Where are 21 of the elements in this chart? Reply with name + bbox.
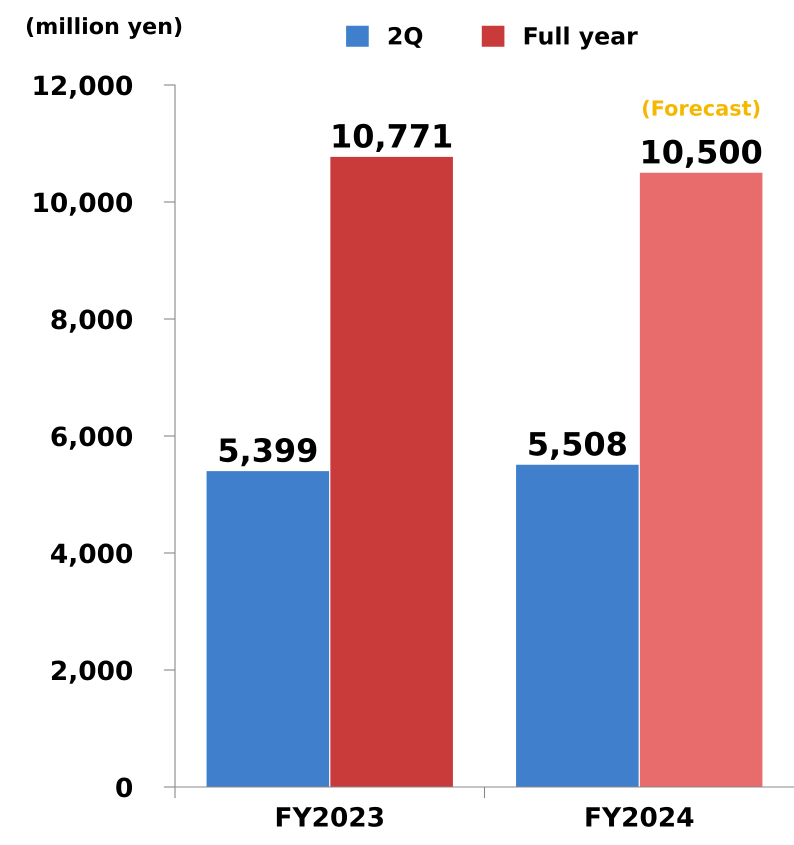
bar bbox=[330, 156, 453, 787]
y-tick-label: 2,000 bbox=[52, 660, 132, 684]
x-tick-label: FY2024 bbox=[586, 806, 694, 827]
data-label: 5,508 bbox=[529, 432, 626, 460]
bar bbox=[206, 471, 330, 787]
legend-label: 2Q bbox=[388, 26, 422, 48]
data-label: 10,500 bbox=[643, 140, 762, 168]
y-axis-title: (million yen) bbox=[26, 17, 182, 39]
bar bbox=[516, 464, 639, 787]
legend-label: Full year bbox=[524, 26, 638, 50]
annotation: (Forecast) bbox=[642, 100, 760, 118]
x-tick-label: FY2023 bbox=[276, 806, 383, 827]
data-label: 10,771 bbox=[334, 124, 452, 152]
y-tick-label: 10,000 bbox=[34, 192, 132, 216]
y-tick-label: 4,000 bbox=[51, 543, 132, 567]
y-tick-label: 12,000 bbox=[34, 75, 132, 99]
y-tick-label: 0 bbox=[116, 777, 132, 798]
y-tick-label: 8,000 bbox=[51, 309, 132, 333]
bar bbox=[640, 172, 762, 787]
y-tick-label: 6,000 bbox=[52, 426, 132, 450]
data-label: 5,399 bbox=[220, 438, 316, 466]
